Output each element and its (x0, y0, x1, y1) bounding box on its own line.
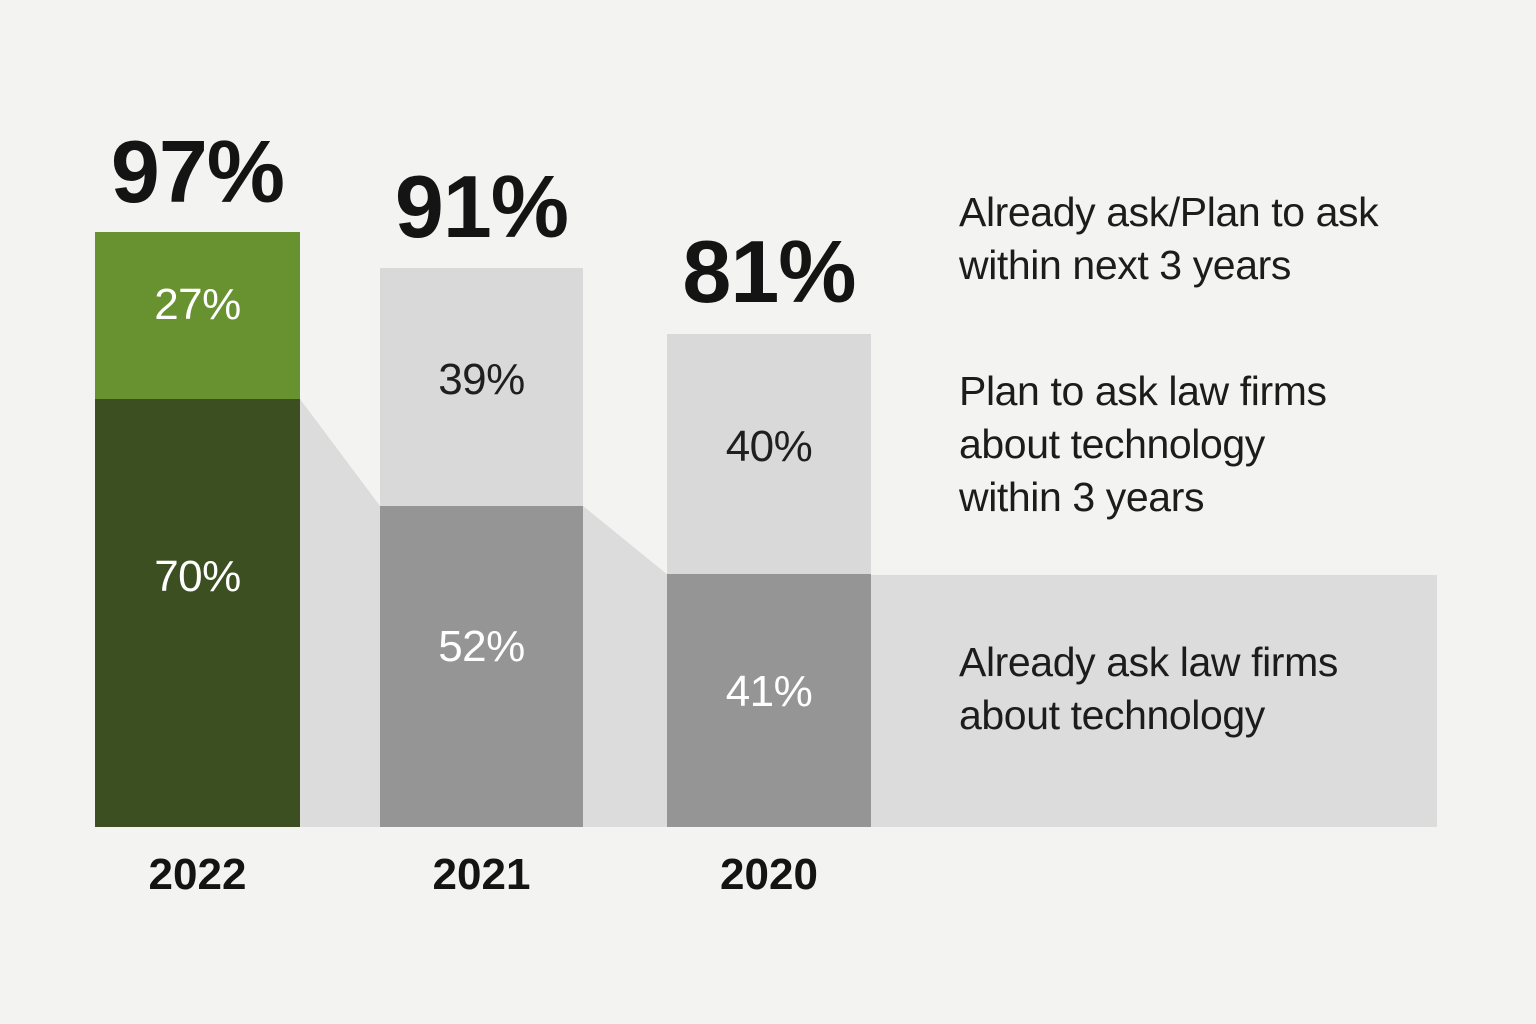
year-label-2021: 2021 (432, 850, 531, 899)
bar-2021-already-segment: 52% (380, 506, 583, 827)
bar-2022-already-segment: 70% (95, 399, 300, 827)
legend-total-label: Already ask/Plan to ask within next 3 ye… (959, 189, 1379, 288)
total-2020: 81% (682, 222, 856, 321)
total-2022: 97% (110, 122, 285, 221)
bar-2020-already-segment: 41% (667, 574, 871, 827)
year-label-2022: 2022 (148, 850, 247, 899)
total-2021: 91% (394, 157, 569, 256)
bar-2021-already-value: 52% (438, 622, 525, 671)
year-label-2020: 2020 (720, 850, 818, 899)
bar-2021-plan-value: 39% (438, 355, 525, 404)
bar-2022-plan-segment: 27% (95, 232, 300, 399)
legend-plan-label: Plan to ask law firms about technology w… (959, 368, 1327, 520)
bar-2021-plan-segment: 39% (380, 268, 583, 506)
legend-already-label: Already ask law firms about technology (959, 639, 1338, 738)
bar-2022-plan-value: 27% (154, 280, 241, 329)
bar-2020-already-value: 41% (725, 667, 813, 716)
bar-2022-already-value: 70% (154, 552, 241, 601)
bar-2020-plan-value: 40% (725, 422, 813, 471)
bar-2020-plan-segment: 40% (667, 334, 871, 574)
